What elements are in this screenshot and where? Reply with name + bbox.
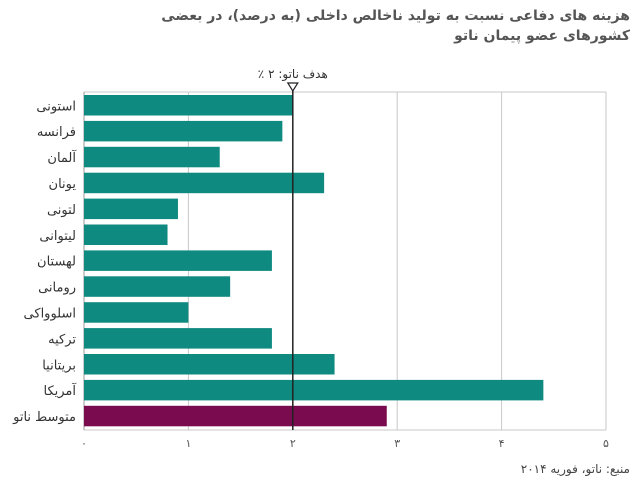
bar [84, 172, 325, 194]
chart-title-line-2: کشورهای عضو پیمان ناتو [454, 28, 630, 44]
x-tick-label: ۲ [290, 437, 296, 450]
category-label: استونی [36, 99, 76, 114]
target-label: هدف ناتو: ۲ ٪ [258, 67, 328, 82]
x-tick-label: ۴ [499, 437, 505, 450]
category-label: فرانسه [37, 125, 76, 140]
bar [84, 354, 335, 375]
category-label: لهستان [37, 255, 76, 270]
x-tick-label: ۰ [81, 437, 87, 450]
chart-title-line-1: هزینه های دفاعی نسبت به تولید ناخالص داخ… [161, 8, 630, 24]
x-tick-label: ۵ [603, 437, 609, 450]
x-tick-label: ۱ [185, 437, 191, 450]
x-tick-label: ۳ [394, 437, 400, 450]
category-label: لیتوانی [39, 229, 76, 244]
bar [84, 120, 283, 142]
bar [84, 146, 220, 168]
bar [84, 379, 544, 401]
chart-title: هزینه های دفاعی نسبت به تولید ناخالص داخ… [10, 6, 630, 46]
category-label: متوسط ناتو [12, 410, 76, 425]
bar [84, 302, 189, 323]
category-label: یونان [49, 177, 77, 192]
bar [84, 95, 293, 116]
bar [84, 224, 168, 245]
bar [84, 328, 272, 349]
category-label: رومانی [38, 281, 76, 296]
target-marker [286, 82, 299, 93]
bar [84, 405, 387, 427]
category-label: آمریکا [43, 382, 77, 399]
bar [84, 198, 178, 220]
category-label: بریتانیا [42, 358, 76, 373]
category-label: ترکیه [48, 332, 76, 347]
category-label: اسلوواکی [24, 306, 76, 321]
bar [84, 250, 272, 271]
source-note: منبع: ناتو، فوریه ۲۰۱۴ [520, 462, 630, 476]
bar [84, 276, 231, 297]
category-label: آلمان [47, 149, 77, 166]
category-label: لتونی [47, 203, 76, 218]
